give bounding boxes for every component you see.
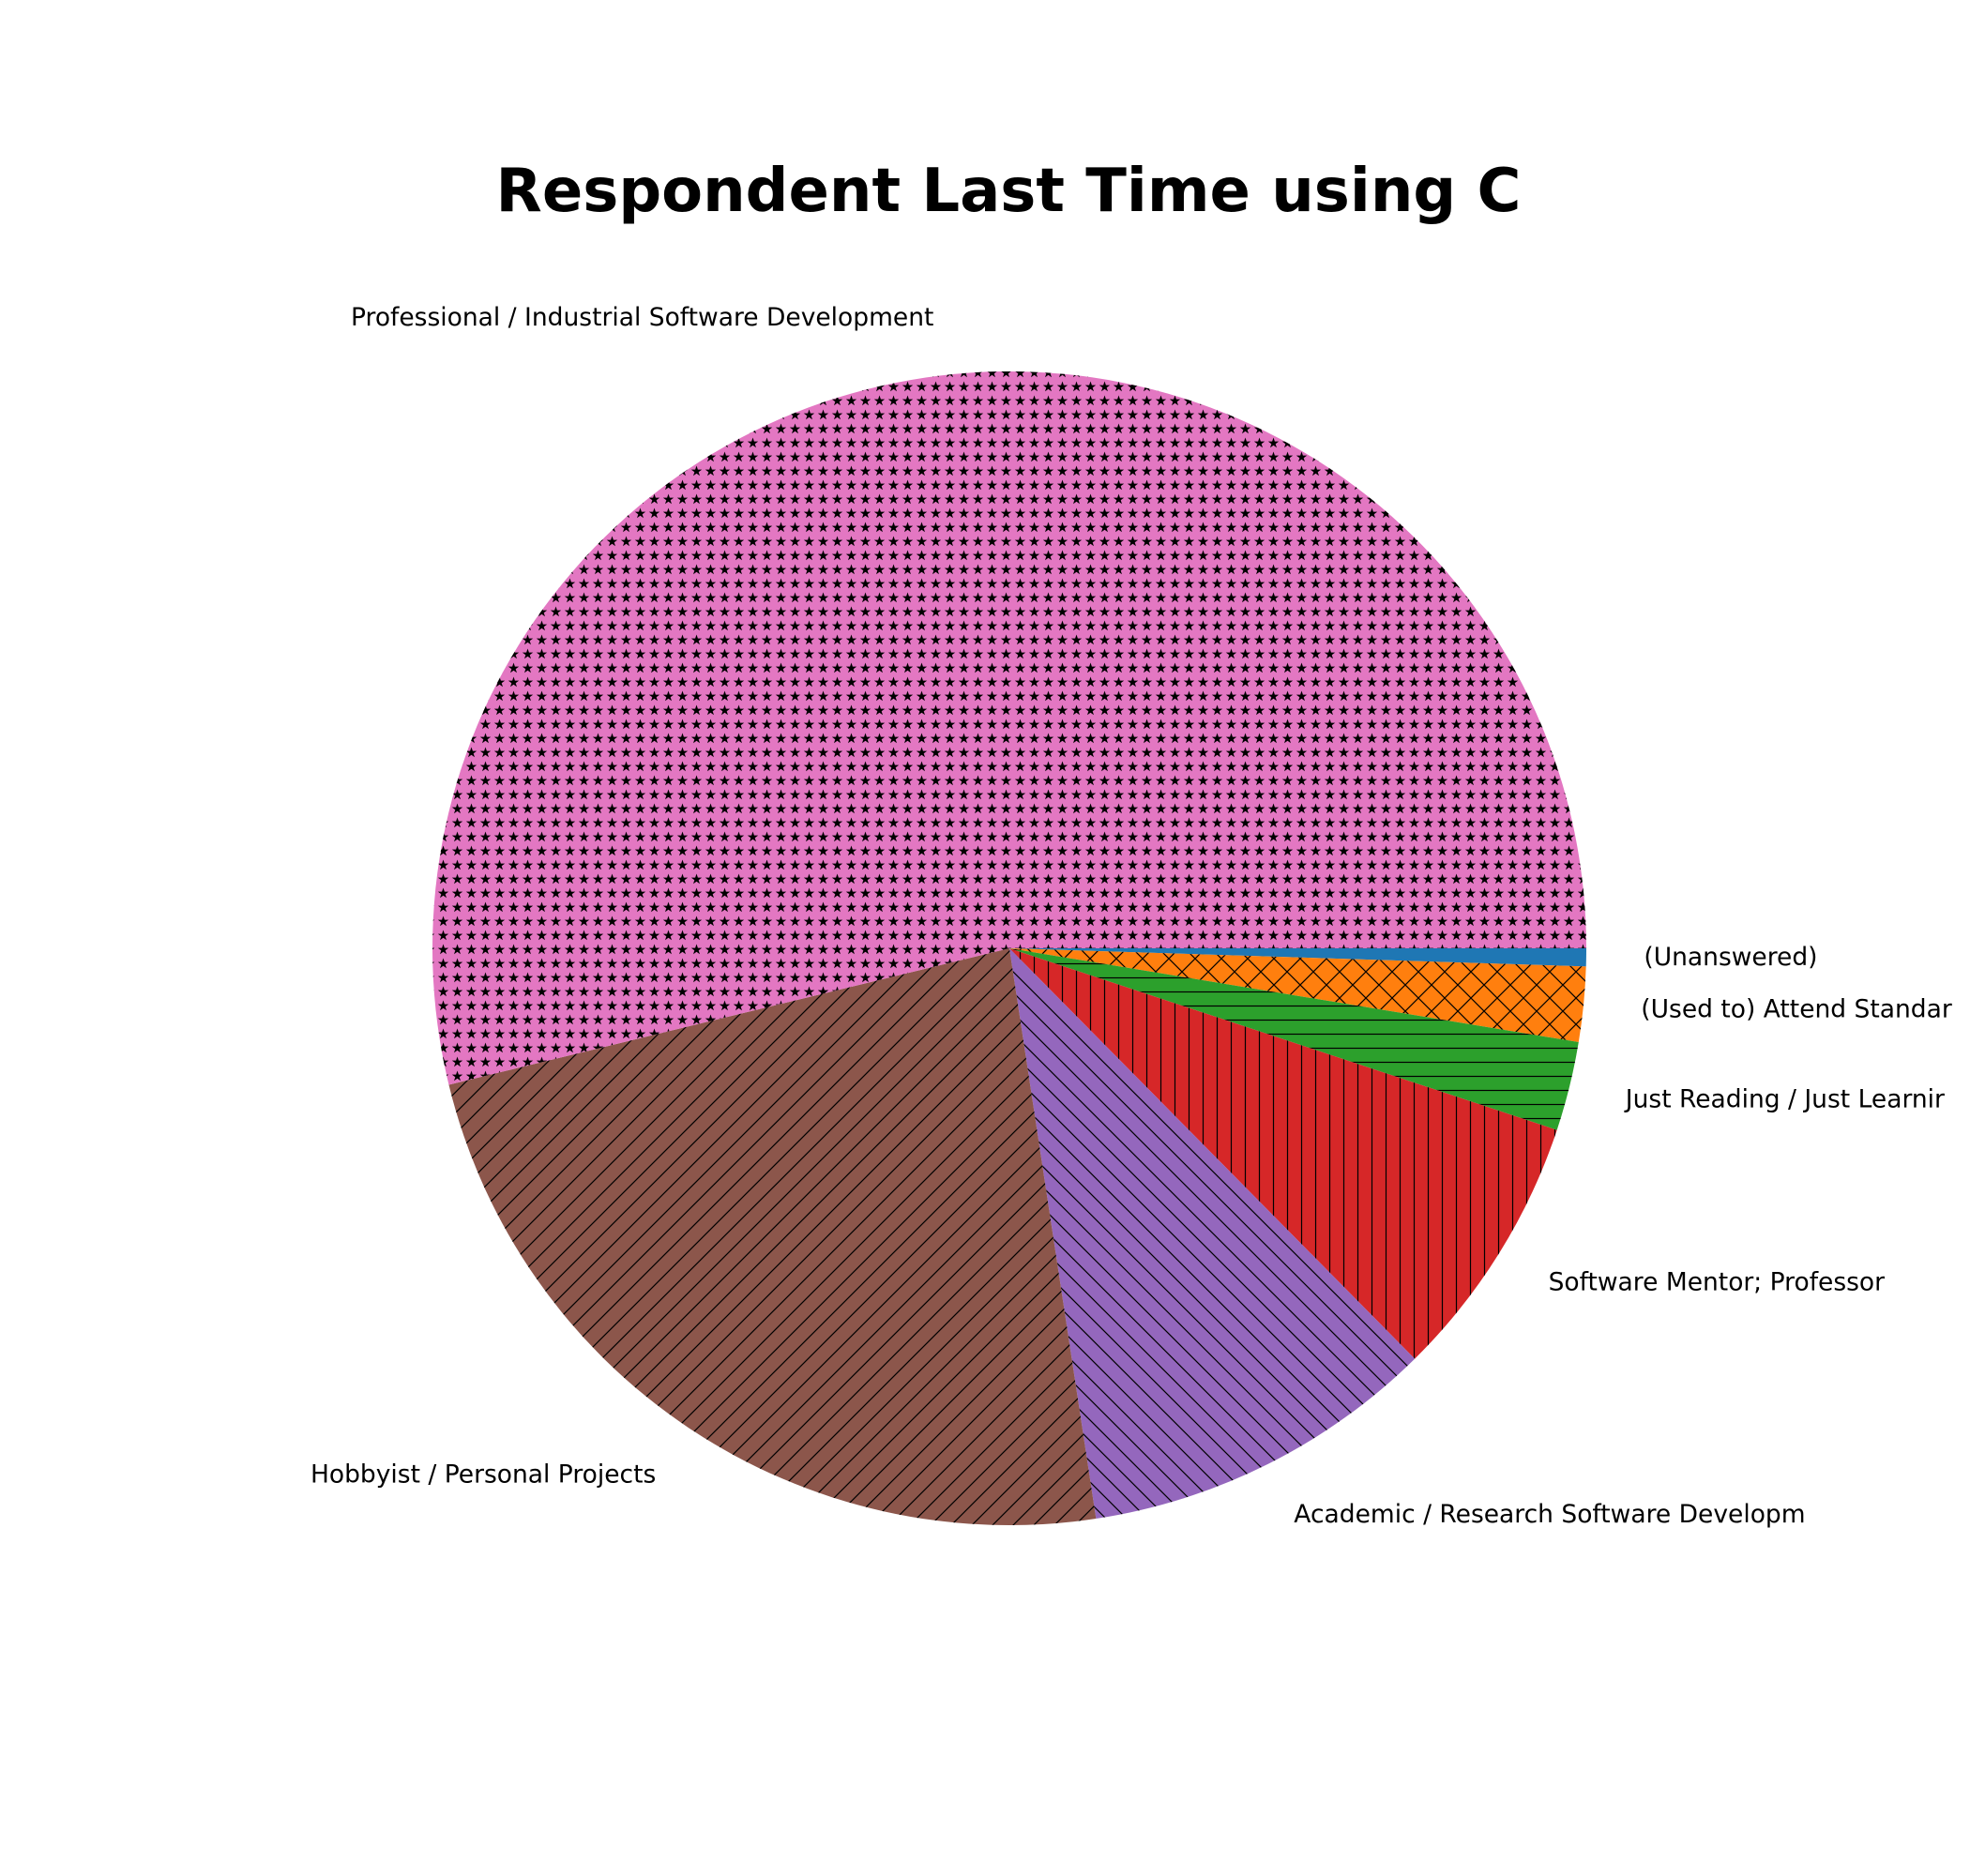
pie-slices [432,371,1587,1525]
slice-label-hobbyist-personal-projects: Hobbyist / Personal Projects [311,1460,656,1489]
slice-label-software-mentor-professor: Software Mentor; Professor [1549,1268,1886,1297]
pie-slice-hatch [432,371,1587,1085]
slice-label-academic-research-software-developm: Academic / Research Software Developm [1294,1500,1805,1529]
pie-slice-hatch [1009,948,1557,1359]
slice-label-unanswered: (Unanswered) [1644,943,1817,972]
slice-labels: (Unanswered) (Used to) Attend Standar Just… [311,303,1952,1529]
pie-slice-hatch [1009,948,1586,1043]
pie-slice-just-reading-just-learnir [1009,948,1579,1130]
pie-slice-fill [1009,948,1586,967]
pie-slice-hatch [1009,948,1579,1130]
pie-slice-hatch [448,948,1097,1525]
slice-label-just-reading-just-learnir: Just Reading / Just Learnir [1624,1085,1945,1114]
slice-label-professional-industrial-software-development: Professional / Industrial Software Devel… [351,303,933,332]
pie-slice-academic-research-software-developm [1009,948,1416,1520]
chart-title: Respondent Last Time using C [496,157,1522,226]
pie-slice-unanswered [1009,948,1586,967]
pie-slice-hatch [1009,948,1416,1520]
pie-slice-software-mentor-professor [1009,948,1557,1359]
pie-slice-hobbyist-personal-projects [448,948,1097,1525]
pie-slice-used-to-attend-standar [1009,948,1586,1043]
slice-label-used-to-attend-standar: (Used to) Attend Standar [1641,994,1952,1023]
pie-slice-professional-industrial-software-development [432,371,1587,1085]
